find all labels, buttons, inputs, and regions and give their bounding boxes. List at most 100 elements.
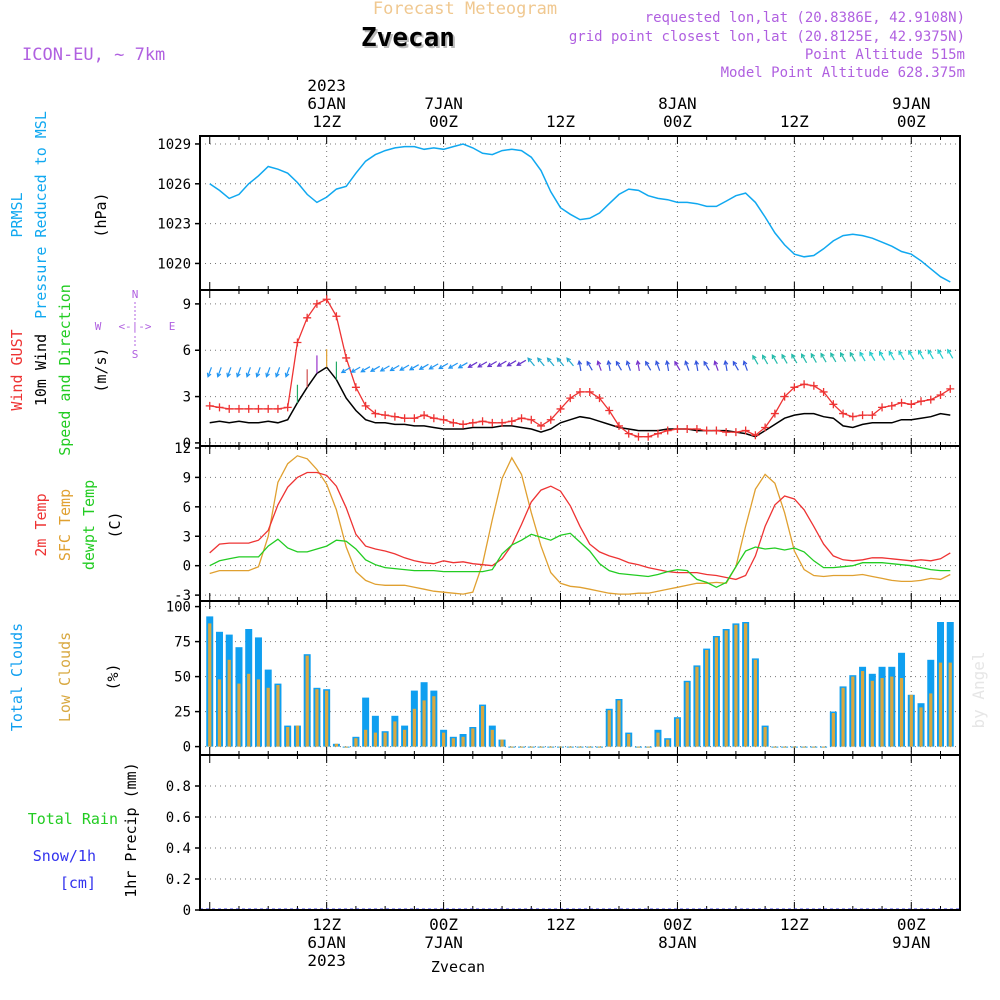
low-cloud-bar — [217, 679, 222, 747]
gust-marker — [692, 425, 701, 434]
wind-arrow — [607, 360, 611, 372]
wind-arrow — [927, 349, 934, 360]
wind-arrow-head — [694, 359, 700, 366]
low-cloud-bar — [305, 655, 309, 747]
temp2m-label: 2m Temp — [32, 493, 50, 556]
wind-arrow — [527, 357, 535, 367]
gust-marker — [907, 400, 916, 409]
gust-marker — [751, 431, 760, 440]
low-cloud-bar — [344, 746, 348, 748]
wind-arrow-head — [791, 353, 796, 359]
wind-arrow-head — [577, 359, 583, 366]
wind-arrow — [771, 354, 778, 365]
wind-arrow — [714, 361, 719, 371]
top-time-label: 2023 — [307, 76, 346, 95]
gust-marker — [517, 414, 526, 423]
wind-speed-line — [209, 366, 951, 438]
wind-arrow — [275, 367, 281, 377]
low-cloud-bar — [666, 739, 670, 747]
low-cloud-bar — [860, 671, 865, 747]
low-cloud-bar — [208, 623, 212, 747]
low-cloud-bar — [393, 721, 397, 747]
low-cloud-bar — [558, 746, 563, 748]
low-cloud-bar — [948, 662, 952, 747]
low-cloud-bar — [841, 687, 845, 747]
wind-arrow — [487, 360, 497, 368]
temp-unit: (C) — [106, 511, 124, 538]
top-time-label: 12Z — [312, 112, 341, 131]
top-time-label: 12Z — [780, 112, 809, 131]
wind-arrow-head — [664, 359, 670, 366]
gust-marker — [936, 391, 945, 400]
low-cloud-bar — [422, 700, 426, 747]
low-cloud-bar — [617, 700, 621, 747]
wind-arrow — [566, 357, 574, 367]
top-time-label: 00Z — [663, 112, 692, 131]
bottom-time-label: 12Z — [780, 915, 809, 934]
gust-marker — [566, 394, 575, 403]
total-cloud-bar — [371, 715, 379, 747]
gust-marker — [332, 312, 341, 321]
y-tick-label: 1026 — [157, 177, 191, 193]
grid-point-coords: grid point closest lon,lat (20.8125E, 42… — [569, 29, 965, 45]
y-tick-label: 3 — [183, 390, 191, 406]
low-cloud-bar — [519, 746, 524, 748]
gust-marker — [780, 392, 789, 401]
gust-marker — [712, 426, 721, 435]
wind-arrow-head — [713, 360, 719, 366]
wind-arrow-head — [742, 360, 748, 366]
gust-marker — [449, 418, 458, 427]
wind-arrow — [285, 367, 290, 377]
wind-arrow-head — [265, 372, 270, 378]
wind-arrow-head — [340, 368, 346, 374]
gust-marker — [878, 403, 887, 412]
wind-arrow-head — [350, 368, 356, 373]
wind-arrow-head — [447, 364, 454, 369]
wind-arrow — [207, 367, 213, 377]
y-tick-label: 50 — [174, 670, 191, 686]
wind-arrow — [820, 353, 827, 363]
wind-arrow-head — [723, 359, 729, 366]
wind-arrow — [869, 351, 876, 362]
y-tick-label: 6 — [183, 500, 191, 516]
wind-arrow — [849, 352, 856, 362]
bottom-time-label: 2023 — [307, 951, 346, 970]
wind-arrow — [791, 354, 798, 364]
y-tick-label: -3 — [174, 588, 191, 604]
wind-arrow-head — [418, 365, 424, 370]
y-tick-label: 0.4 — [166, 841, 191, 857]
snow-unit-label: [cm] — [60, 874, 96, 892]
wind-arrow-head — [408, 365, 415, 371]
low-cloud-bar — [315, 689, 319, 747]
low-cloud-bar — [802, 746, 806, 748]
low-cloud-bar — [938, 662, 943, 747]
y-tick-label: 9 — [183, 297, 191, 313]
low-cloud-bar — [441, 732, 446, 747]
panel-frame — [199, 135, 961, 291]
pressure-line — [209, 143, 951, 283]
low-cloud-bar — [490, 729, 494, 747]
wind-arrow-head — [527, 357, 533, 363]
gust-marker — [595, 394, 604, 403]
gust-marker — [371, 409, 380, 418]
low-cloud-bar — [636, 746, 641, 748]
wind-arrow-head — [566, 357, 571, 363]
wind-arrow — [341, 366, 351, 374]
low-cloud-label: Low Clouds — [56, 632, 74, 722]
y-tick-label: 6 — [183, 343, 191, 359]
gust-marker — [848, 412, 857, 421]
bottom-time-label: 12Z — [312, 915, 341, 934]
wind-arrow — [226, 367, 232, 377]
gust-marker — [293, 338, 302, 347]
low-cloud-bar — [325, 690, 329, 747]
wind-arrow — [781, 354, 788, 364]
low-cloud-bar — [276, 685, 280, 747]
gust-marker — [673, 425, 682, 434]
wind-arrow-head — [546, 357, 552, 363]
low-cloud-bar — [890, 676, 894, 747]
wind-arrow-head — [869, 350, 874, 357]
wind-arrow-head — [596, 360, 602, 366]
wind-arrow — [217, 367, 222, 377]
wind-arrow-head — [467, 363, 473, 368]
model-altitude: Model Point Altitude 628.375m — [721, 65, 965, 81]
